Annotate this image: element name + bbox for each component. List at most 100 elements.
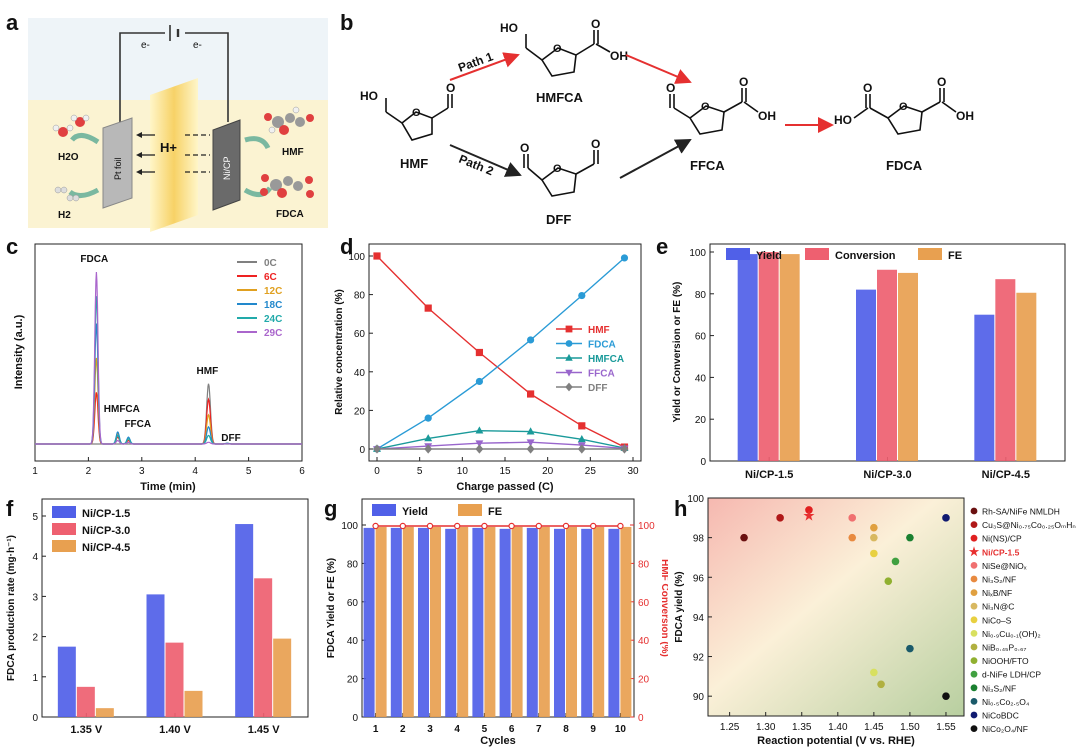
panel-a: a e- e- H+ Pt foil Ni/CP H2O H2 HMF [6, 10, 328, 232]
g-bar-Yield [363, 527, 375, 717]
d-y-tick-label: 80 [354, 291, 366, 302]
g-conversion-point [617, 522, 624, 530]
h-x-tick-label: 1.30 [756, 722, 776, 733]
d-series-line-FFCA [376, 441, 625, 450]
right-carbonyl-oxygen-label: O [937, 75, 946, 89]
f-category-label: 1.45 V [248, 724, 280, 736]
f-legend-swatch [52, 523, 76, 535]
h-y-tick-label: 96 [693, 573, 705, 584]
f-y-tick-label: 4 [32, 552, 38, 563]
d-y-tick-label: 20 [354, 406, 366, 417]
carbonyl-oxygen-label: O [739, 75, 748, 89]
e-y-tick-label: 60 [695, 332, 707, 343]
g-y-tick-label: 20 [347, 675, 359, 686]
e-legend-swatch [726, 248, 750, 260]
panel-c-chromatogram: c 1 2 3 4 5 6 0C 6C 12C 18C 24C 29C FDCA HMFCA FFCA H… [6, 234, 305, 493]
d-legend-label: HMF [588, 325, 610, 336]
h-y-tick-label: 94 [693, 613, 705, 624]
g-bar-Yield [581, 528, 593, 717]
d-legend-marker [565, 382, 573, 392]
d-point-HMF [373, 252, 381, 260]
g-y-tick-label: 100 [341, 521, 358, 532]
g-bar-FE [484, 526, 496, 717]
d-point-HMFCA [577, 435, 586, 443]
h-legend-label: Ni₃S₂/NF [982, 683, 1016, 693]
c-peak-label: FFCA [124, 419, 151, 430]
g-bar-Yield [499, 528, 511, 717]
g-category-label: 6 [509, 724, 515, 735]
fdca-structure [853, 88, 957, 135]
panel-h-comparison: h 1.25 1.30 1.35 1.40 1.45 1.50 1.55 90 92 94 96 98… [674, 494, 1076, 747]
d-legend-label: FFCA [588, 369, 615, 380]
e-bar-Yield [856, 289, 876, 461]
d-y-axis-title: Relative concentration (%) [334, 289, 345, 415]
h-legend-label: Ni₀.₉Cu₀.₁(OH)₂ [982, 629, 1041, 639]
electron-label: e- [193, 40, 202, 51]
h-x-tick-label: 1.40 [828, 722, 848, 733]
panel-b: b HO O O HMF Path 1 Path 2 HO O O OH HMF… [340, 10, 974, 227]
e-category-label: Ni/CP-3.0 [863, 469, 911, 481]
h-legend-label: Rh-SA/NiFe NMLDH [982, 507, 1060, 517]
h-legend-marker [970, 643, 978, 651]
g-conversion-point [399, 522, 407, 530]
h-legend-marker [970, 507, 978, 515]
d-point-HMFCA [424, 434, 433, 442]
h-legend-label: Ni/CP-1.5 [982, 547, 1020, 557]
hmf-label: HMF [282, 147, 304, 158]
h-x-tick-label: 1.35 [792, 722, 812, 733]
h-legend-marker [970, 602, 978, 610]
d-point-FDCA [475, 377, 483, 386]
h-x-tick-label: 1.55 [936, 722, 956, 733]
e-bar-FE [779, 254, 800, 461]
f-y-tick-label: 1 [32, 673, 38, 684]
hmf-structure [385, 94, 453, 141]
g-category-label: 7 [536, 724, 542, 735]
e-bar-FE [898, 272, 918, 461]
panel-f-production-rate: f 0 1 2 3 4 5 1.35 V 1.40 V 1.45 V Ni/CP-1.5 Ni/C… [6, 496, 309, 736]
h-x-tick-label: 1.50 [900, 722, 920, 733]
g-conversion-point [453, 522, 461, 530]
d-point-DFF [526, 444, 535, 454]
h-y-axis-title: FDCA yield (%) [674, 571, 685, 642]
g-category-label: 5 [482, 724, 488, 735]
f-bar-NiCP30 [165, 642, 184, 717]
h-point [942, 514, 950, 522]
h-point [848, 514, 857, 522]
c-legend-label: 12C [264, 286, 282, 297]
h-legend-marker [970, 657, 978, 664]
ring-oxygen-label: O [553, 163, 562, 175]
panel-letter: g [324, 496, 337, 521]
h-legend-marker [970, 521, 978, 528]
f-legend-label: Ni/CP-1.5 [82, 508, 130, 520]
f-y-tick-label: 0 [32, 713, 38, 724]
fdca-name: FDCA [886, 158, 923, 173]
c-trace-18C [35, 323, 302, 445]
c-trace-0C [35, 383, 302, 445]
left-aldehyde-oxygen-label: O [520, 141, 529, 155]
d-x-axis-title: Charge passed (C) [456, 481, 554, 493]
g-right-y-tick-label: 100 [638, 521, 655, 532]
e-y-tick-label: 80 [695, 290, 707, 301]
f-bar-NiCP15 [146, 594, 165, 717]
panel-letter: h [674, 496, 687, 521]
f-y-tick-label: 5 [32, 512, 38, 523]
h-point [870, 523, 878, 532]
right-aldehyde-oxygen-label: O [591, 137, 600, 151]
d-legend-marker [565, 340, 573, 347]
g-y-tick-label: 0 [352, 713, 358, 724]
h-point [848, 533, 857, 542]
e-legend-label: FE [948, 250, 962, 262]
h-legend-marker [970, 616, 978, 624]
g-conversion-point [508, 522, 515, 530]
panel-letter: c [6, 234, 18, 259]
g-bar-FE [375, 526, 387, 717]
panel-letter: a [6, 10, 19, 35]
g-right-y-tick-label: 60 [638, 598, 650, 609]
h-legend-label: NiₓB/NF [982, 588, 1012, 598]
g-right-y-tick-label: 20 [638, 675, 650, 686]
d-x-tick-label: 5 [417, 466, 423, 477]
c-x-tick-label: 5 [246, 466, 252, 477]
e-bar-FE [1016, 292, 1037, 461]
aldehyde-oxygen-label: O [446, 81, 455, 95]
